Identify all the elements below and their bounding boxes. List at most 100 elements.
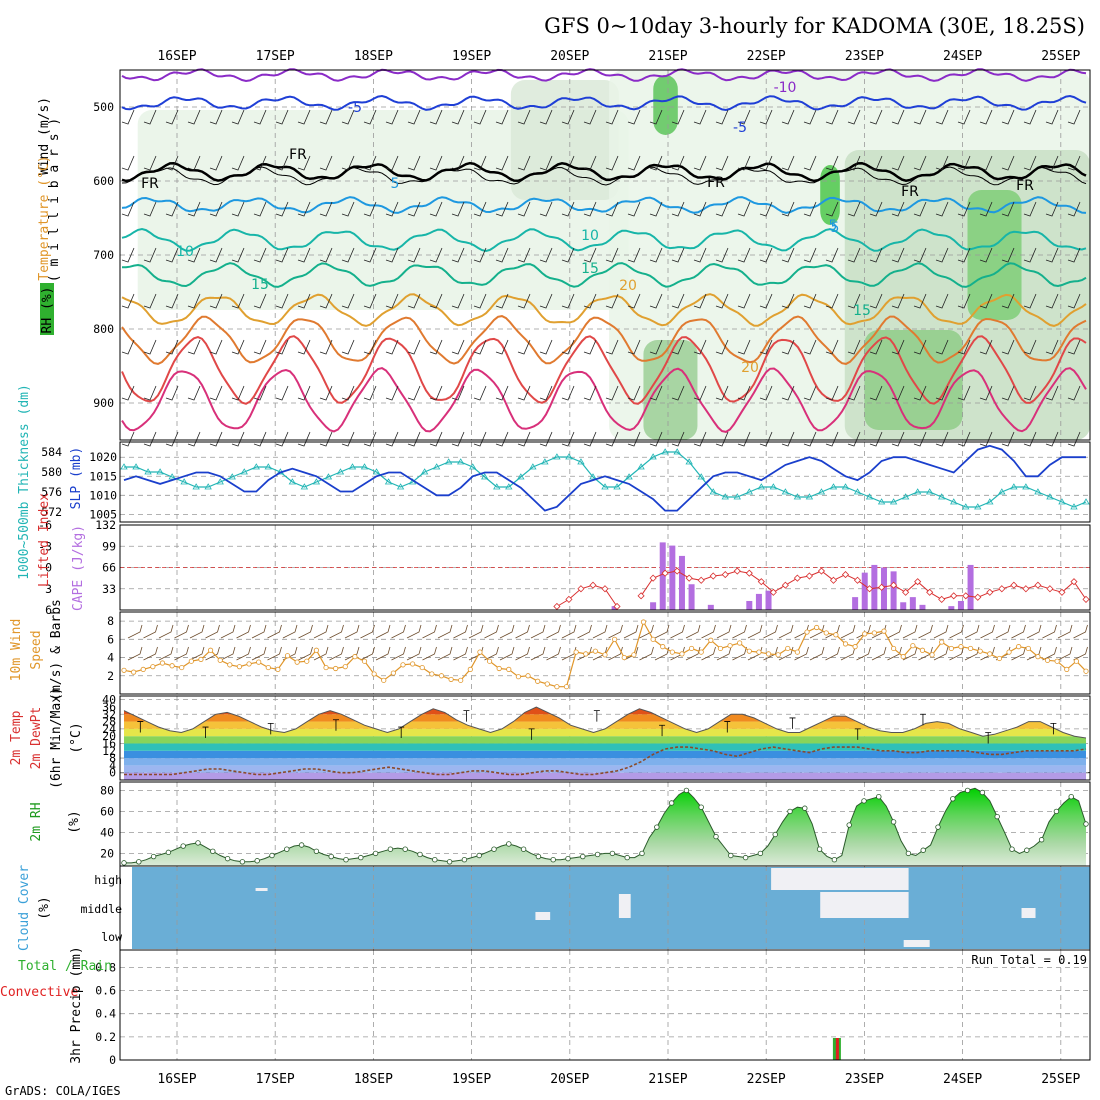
temp-ytick-minor: 12 xyxy=(102,744,116,758)
upper-wind-barb xyxy=(869,339,883,355)
upper-wind-barb xyxy=(869,247,883,263)
wind10-point xyxy=(977,648,983,654)
upper-wind-barb xyxy=(231,201,245,217)
cape-bar xyxy=(900,602,907,610)
panel-frame-wind xyxy=(119,611,1091,695)
temp-minmax-bar xyxy=(985,732,992,744)
contour-label: 15 xyxy=(853,303,871,319)
wind10-barb xyxy=(468,624,484,639)
thickness-point xyxy=(697,473,705,480)
contour-label: 5 xyxy=(391,176,400,192)
wind10-barb xyxy=(391,646,406,661)
thickness-point xyxy=(1034,488,1042,495)
temp-minmax-bar xyxy=(332,719,339,731)
li-point xyxy=(733,567,741,575)
upper-wind-barb xyxy=(539,155,553,171)
wind10-point xyxy=(708,637,714,643)
upper-wind-barb xyxy=(671,109,685,125)
upper-wind-barb xyxy=(341,155,355,171)
upper-wind-barb xyxy=(1001,293,1015,309)
rh2m-point xyxy=(461,857,468,863)
temp-color-band xyxy=(124,736,1086,744)
wind10-point xyxy=(313,647,319,653)
temp-minmax-bar xyxy=(854,728,861,740)
upper-wind-barb xyxy=(715,431,729,447)
upper-wind-barb xyxy=(759,431,773,447)
wind10-barb xyxy=(453,624,468,639)
upper-wind-barb xyxy=(913,155,927,171)
thickness-point xyxy=(962,503,970,510)
upper-wind-barb xyxy=(825,201,839,217)
footer-credit: GrADS: COLA/IGES xyxy=(5,1084,121,1098)
upper-wind-barb xyxy=(869,431,883,447)
wind10-point xyxy=(900,654,906,660)
upper-wind-barb xyxy=(671,339,685,355)
upper-wind-barb xyxy=(1001,339,1015,355)
upper-wind-barb xyxy=(869,293,883,309)
upper-wind-barb xyxy=(759,109,773,125)
wind10-barb xyxy=(530,624,546,639)
thickness-point xyxy=(565,453,573,460)
upper-wind-barb xyxy=(253,339,267,355)
wind10-barb xyxy=(918,624,933,639)
rh-legend-swatch xyxy=(40,283,54,335)
date-label-top: 22SEP xyxy=(747,49,786,64)
wind10-barb xyxy=(995,624,1011,639)
upper-wind-barb xyxy=(187,431,201,447)
upper-wind-barb xyxy=(737,293,751,309)
upper-rh-label: RH (%) xyxy=(40,287,55,334)
upper-wind-barb xyxy=(275,339,289,355)
wind10-barb xyxy=(902,646,918,661)
li-ytick: -6 xyxy=(38,518,52,532)
rh2m-point xyxy=(876,794,882,800)
wind10-barb xyxy=(422,646,437,661)
thickness-point xyxy=(950,498,958,505)
cape-bar xyxy=(890,571,897,610)
rh-shade-region xyxy=(653,75,678,135)
wind10-barb xyxy=(577,624,592,639)
thickness-point xyxy=(228,473,236,480)
wind10-point xyxy=(862,631,868,637)
upper-wind-barb xyxy=(209,339,223,355)
temperature-contour xyxy=(121,315,1087,365)
upper-wind-barb xyxy=(825,339,839,355)
date-label-top: 17SEP xyxy=(256,49,295,64)
cape-bar xyxy=(611,606,618,610)
thickness-ytick: 584 xyxy=(41,445,62,459)
upper-wind-barb xyxy=(121,431,135,447)
rh2m-point xyxy=(165,849,172,856)
cape-bar xyxy=(678,555,685,610)
wind10-barb xyxy=(840,646,856,661)
rh2m-point xyxy=(254,858,260,864)
thickness-point xyxy=(396,483,405,490)
upper-wind-barb xyxy=(187,247,201,263)
wind10-barb xyxy=(809,624,825,639)
upper-wind-barb xyxy=(737,201,751,217)
li-point xyxy=(938,595,946,603)
upper-wind-barb xyxy=(847,247,861,263)
thickness-point xyxy=(288,478,297,485)
wind10-barb xyxy=(158,646,174,661)
upper-wind-barb xyxy=(451,109,465,125)
lifted-index-label: Lifted Index xyxy=(37,493,52,587)
upper-wind-barb xyxy=(913,385,927,401)
cloud-level-label: middle xyxy=(80,902,122,916)
date-label-bottom: 24SEP xyxy=(943,1072,982,1087)
li-point xyxy=(661,569,669,577)
wind10-barb xyxy=(313,624,329,639)
wind10-barb xyxy=(236,646,251,661)
wind10-barb xyxy=(298,646,313,661)
rh2m-point xyxy=(728,852,734,859)
wind10-point xyxy=(573,649,579,655)
wind10-barb xyxy=(189,646,205,661)
thickness-point xyxy=(661,448,669,455)
upper-wind-barb xyxy=(803,293,817,309)
rh2m-point xyxy=(950,796,956,802)
upper-wind-barb xyxy=(649,385,663,401)
li-point xyxy=(601,585,609,593)
wind10-point xyxy=(621,654,627,661)
upper-wind-barb xyxy=(891,431,905,447)
wind10-barb xyxy=(747,624,763,639)
thickness-point xyxy=(553,453,561,460)
upper-wind-barb xyxy=(847,109,861,125)
